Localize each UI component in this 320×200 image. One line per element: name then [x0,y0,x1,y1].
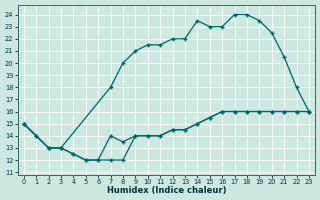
X-axis label: Humidex (Indice chaleur): Humidex (Indice chaleur) [107,186,226,195]
